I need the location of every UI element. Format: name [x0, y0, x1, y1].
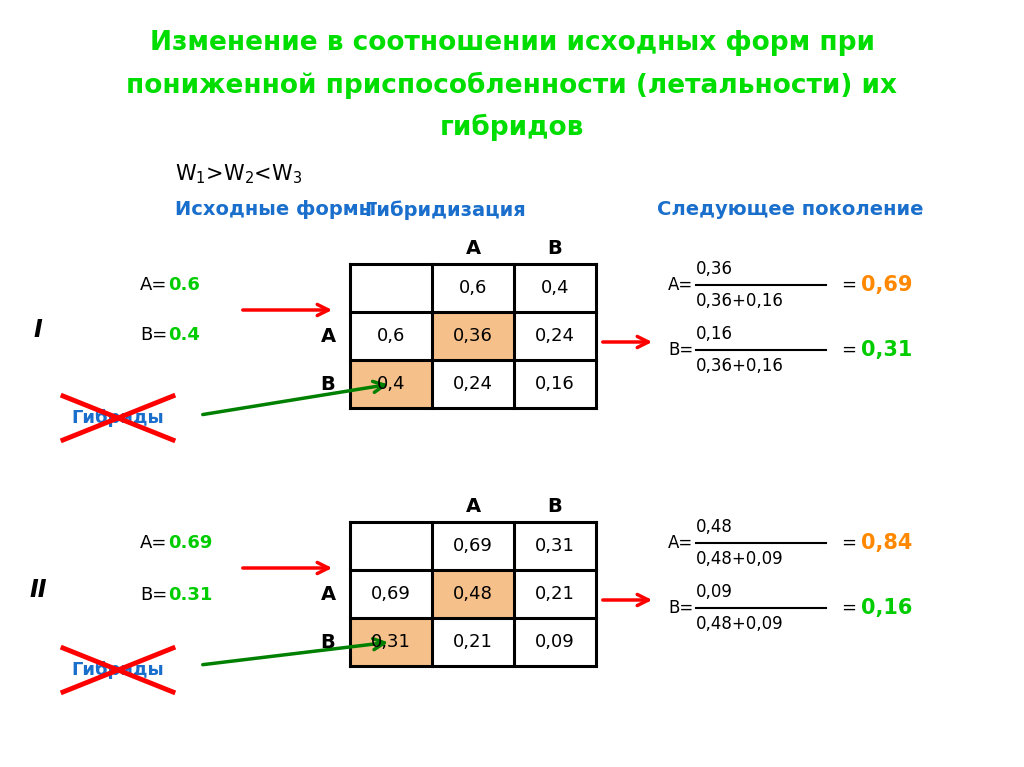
Text: A: A — [466, 239, 480, 258]
Text: 0,36+0,16: 0,36+0,16 — [696, 292, 784, 310]
Text: 0.31: 0.31 — [168, 586, 212, 604]
Text: B: B — [548, 239, 562, 258]
Text: B=: B= — [668, 341, 693, 359]
Text: 0,24: 0,24 — [535, 327, 575, 345]
Text: 0,6: 0,6 — [459, 279, 487, 297]
Text: 0,16: 0,16 — [536, 375, 574, 393]
Bar — [432, 570, 514, 618]
Text: B=: B= — [140, 586, 167, 604]
Text: гибридов: гибридов — [440, 114, 584, 141]
Text: 0.6: 0.6 — [168, 276, 200, 294]
Text: 0,16: 0,16 — [696, 325, 733, 343]
Text: 0,4: 0,4 — [541, 279, 569, 297]
Text: пониженной приспособленности (летальности) их: пониженной приспособленности (летальност… — [127, 72, 897, 99]
Text: I: I — [34, 318, 42, 342]
Text: 0,16: 0,16 — [861, 598, 912, 618]
Text: 0,6: 0,6 — [377, 327, 406, 345]
Text: A=: A= — [140, 534, 167, 552]
Text: 0.69: 0.69 — [168, 534, 212, 552]
Text: Исходные формы: Исходные формы — [175, 200, 376, 219]
Text: 0,21: 0,21 — [536, 585, 574, 603]
Text: A: A — [321, 327, 336, 345]
Text: 0,09: 0,09 — [696, 583, 733, 601]
Text: 0.4: 0.4 — [168, 326, 200, 344]
Text: 0,48+0,09: 0,48+0,09 — [696, 615, 783, 633]
Text: =: = — [841, 276, 856, 294]
Text: Гибриды: Гибриды — [72, 661, 165, 679]
Text: 0,36: 0,36 — [696, 260, 733, 278]
Text: A: A — [321, 584, 336, 604]
Text: 0,09: 0,09 — [536, 633, 574, 651]
Text: 0,31: 0,31 — [371, 633, 411, 651]
Text: 0,69: 0,69 — [861, 275, 912, 295]
Text: 0,84: 0,84 — [861, 533, 912, 553]
Text: 0,48+0,09: 0,48+0,09 — [696, 550, 783, 568]
Text: 0,69: 0,69 — [453, 537, 493, 555]
Text: A=: A= — [668, 276, 693, 294]
Text: Гибриды: Гибриды — [72, 409, 165, 427]
Text: 0,36+0,16: 0,36+0,16 — [696, 357, 784, 375]
Text: B: B — [321, 374, 336, 393]
Text: B=: B= — [140, 326, 167, 344]
Bar — [350, 360, 432, 408]
Text: 0,69: 0,69 — [371, 585, 411, 603]
Text: B=: B= — [668, 599, 693, 617]
Text: II: II — [30, 578, 47, 602]
Text: 0,48: 0,48 — [696, 518, 733, 536]
Text: 0,21: 0,21 — [453, 633, 493, 651]
Text: A=: A= — [140, 276, 167, 294]
Bar — [350, 618, 432, 666]
Text: B: B — [321, 633, 336, 651]
Text: Следующее поколение: Следующее поколение — [656, 200, 924, 219]
Text: A=: A= — [668, 534, 693, 552]
Text: 0,31: 0,31 — [861, 340, 912, 360]
Text: 0,4: 0,4 — [377, 375, 406, 393]
Text: Гибридизация: Гибридизация — [365, 200, 526, 219]
Text: B: B — [548, 496, 562, 515]
Text: W$_1$>W$_2$<W$_3$: W$_1$>W$_2$<W$_3$ — [175, 162, 302, 186]
Bar — [432, 312, 514, 360]
Text: 0,36: 0,36 — [453, 327, 493, 345]
Text: =: = — [841, 534, 856, 552]
Text: 0,24: 0,24 — [453, 375, 493, 393]
Text: 0,48: 0,48 — [453, 585, 493, 603]
Text: =: = — [841, 341, 856, 359]
Text: 0,31: 0,31 — [536, 537, 574, 555]
Text: A: A — [466, 496, 480, 515]
Text: Изменение в соотношении исходных форм при: Изменение в соотношении исходных форм пр… — [150, 30, 874, 56]
Text: =: = — [841, 599, 856, 617]
